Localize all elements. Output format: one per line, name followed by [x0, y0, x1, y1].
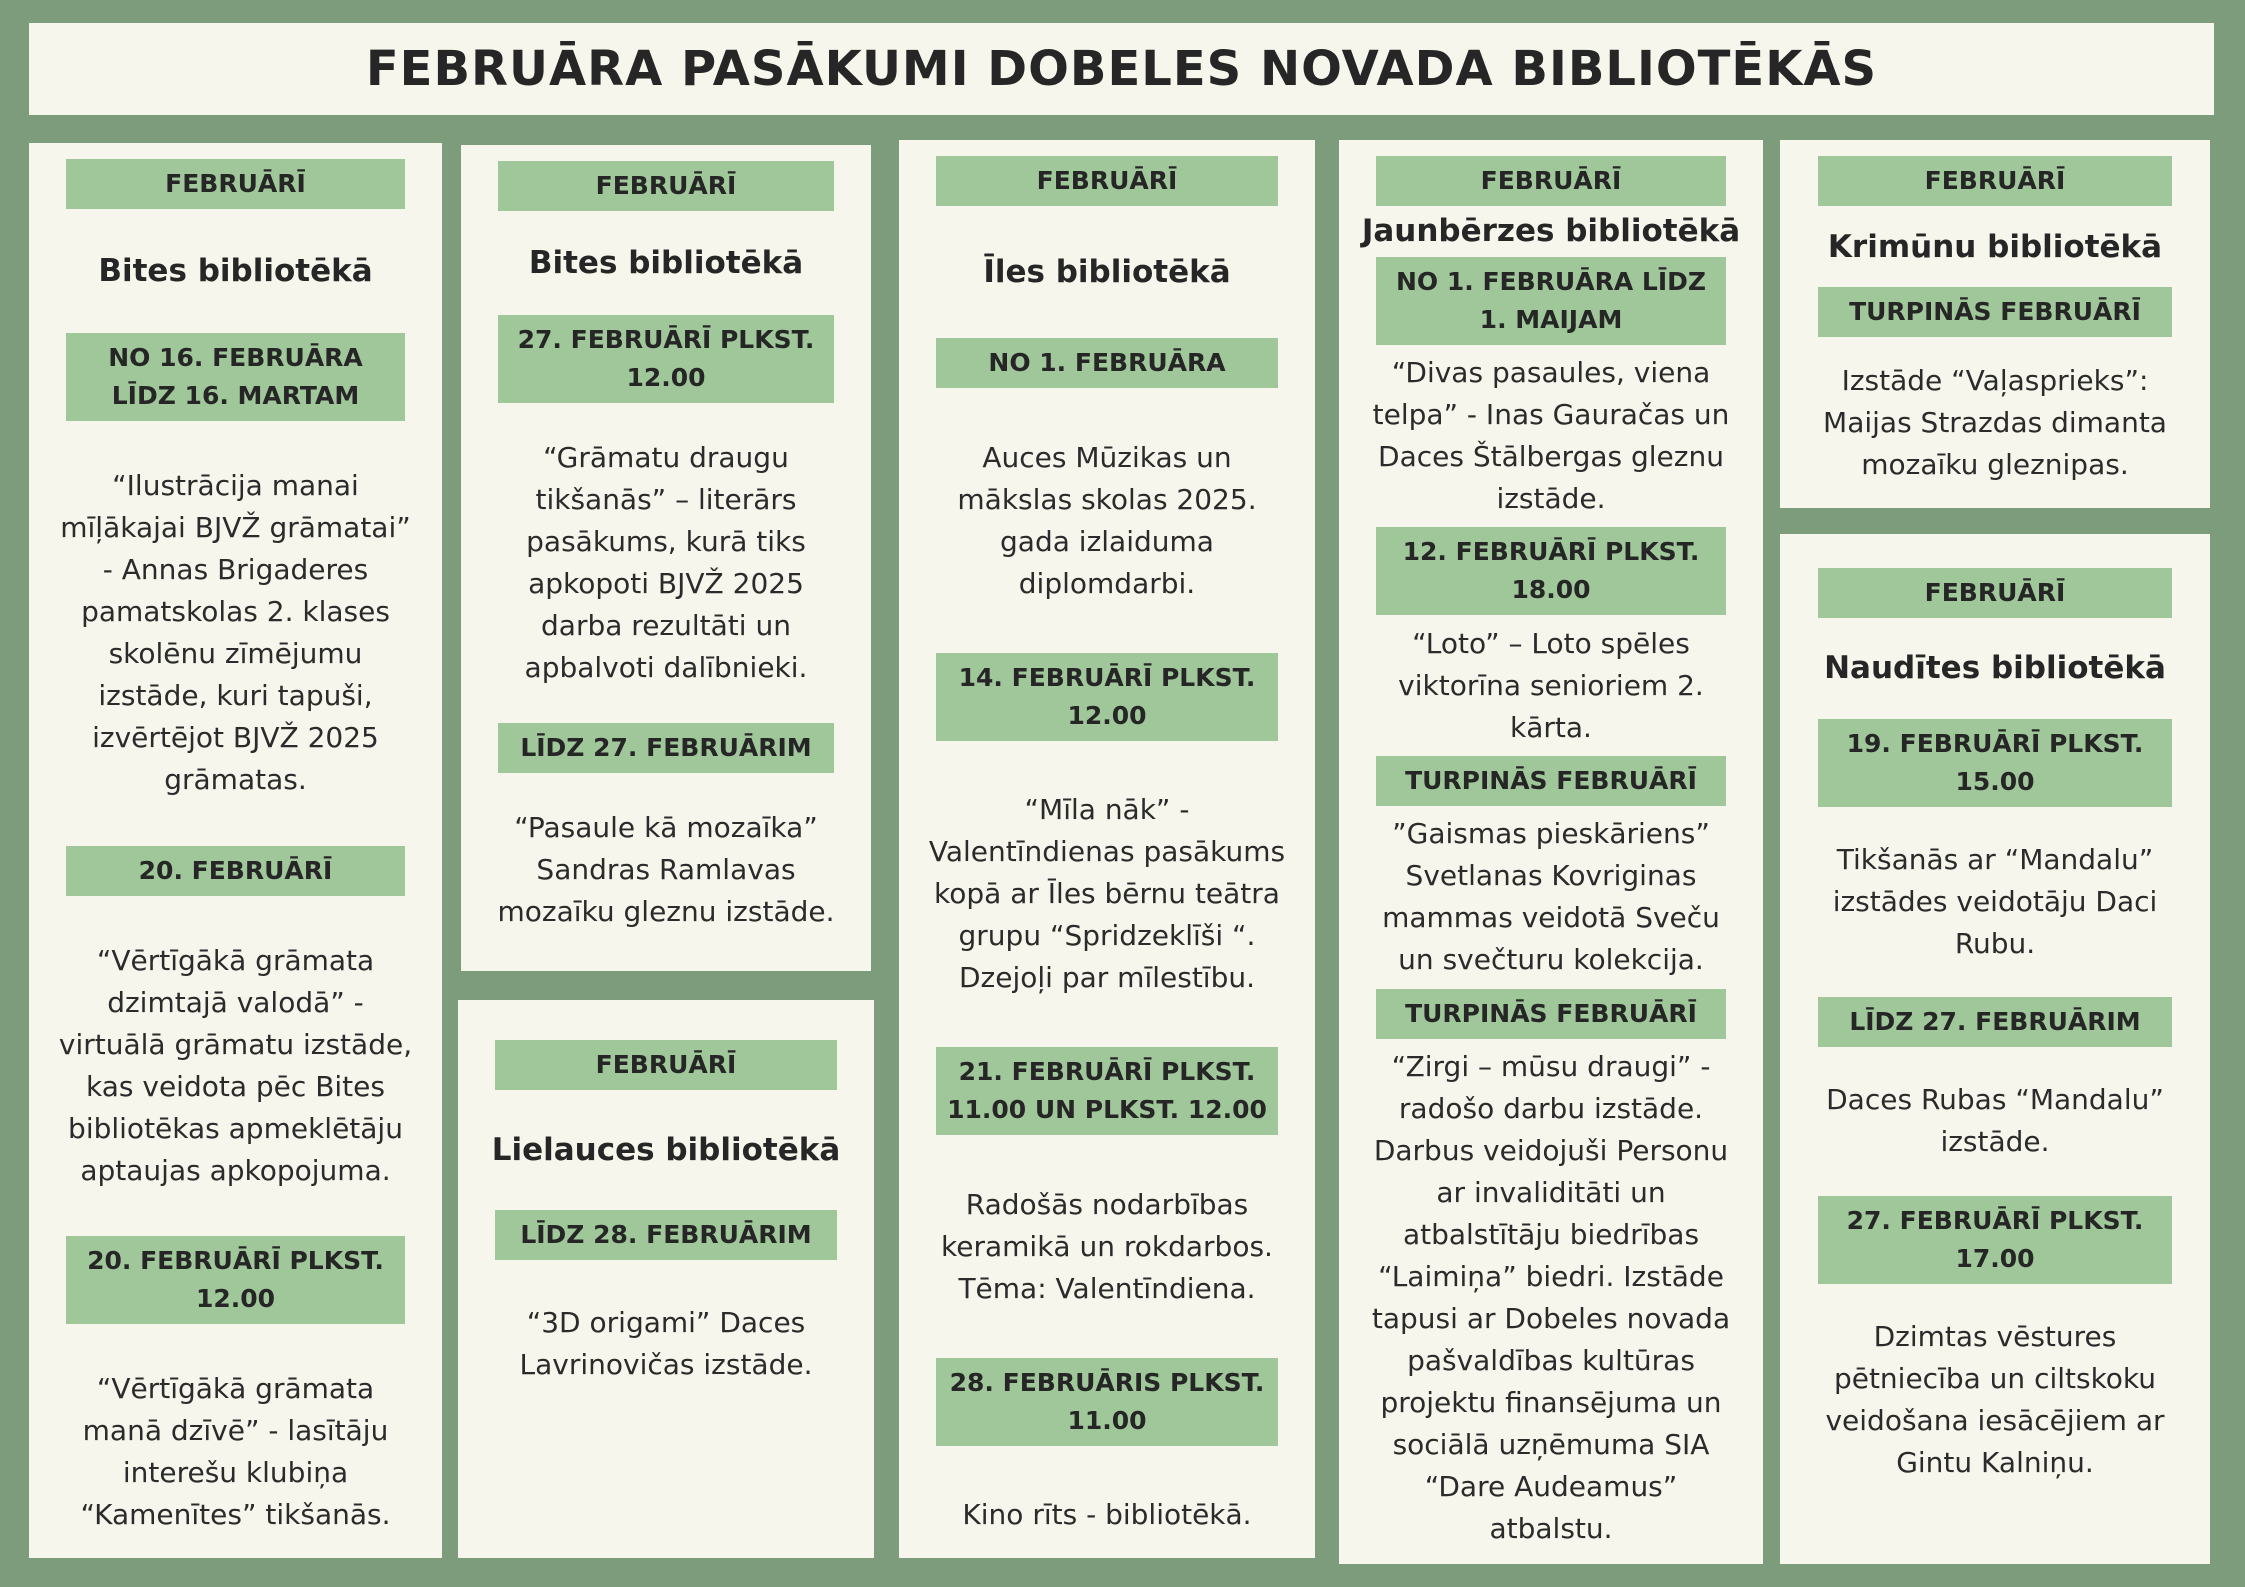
event-description: Dzimtas vēstures pētniecība un ciltskoku… — [1825, 1319, 2165, 1479]
date-badge: LĪDZ 27. FEBRUĀRIM — [497, 723, 835, 773]
event-description: “Loto” – Loto spēles viktorīna senioriem… — [1398, 626, 1704, 744]
date-badge: FEBRUĀRĪ — [497, 161, 835, 211]
panel-bite-1: FEBRUĀRĪ Bites bibliotēkā NO 16. FEBRUĀRA … — [29, 143, 442, 1558]
date-badge: 27. FEBRUĀRĪ PLKST. 17.00 — [1817, 1195, 2173, 1284]
panel-lielauce: FEBRUĀRĪ Lielauces bibliotēkā LĪDZ 28. FEB… — [458, 1000, 874, 1558]
date-badge: LĪDZ 28. FEBRUĀRIM — [495, 1210, 837, 1260]
date-badge: FEBRUĀRĪ — [65, 159, 406, 209]
page-title: FEBRUĀRA PASĀKUMI DOBELES NOVADA BIBLIOT… — [29, 23, 2214, 115]
date-badge: 20. FEBRUĀRĪ PLKST. 12.00 — [65, 1235, 406, 1324]
panel-naudite: FEBRUĀRĪ Naudītes bibliotēkā 19. FEBRUĀRĪ … — [1780, 534, 2210, 1564]
event-description: “Vērtīgākā grāmata manā dzīvē” - lasītāj… — [80, 1371, 391, 1531]
date-badge: NO 1. FEBRUĀRA LĪDZ 1. MAIJAM — [1376, 256, 1726, 345]
date-badge: 20. FEBRUĀRĪ — [65, 845, 406, 896]
library-heading: Īles bibliotēkā — [983, 254, 1231, 291]
date-badge: 21. FEBRUĀRĪ PLKST. 11.00 UN PLKST. 12.0… — [936, 1047, 1278, 1136]
event-description: Auces Mūzikas un mākslas skolas 2025. ga… — [957, 440, 1257, 600]
date-badge: FEBRUĀRĪ — [936, 156, 1278, 206]
library-heading: Krimūnu bibliotēkā — [1827, 228, 2163, 265]
event-description: “Ilustrācija manai mīļākajai BJVŽ grāmat… — [60, 469, 411, 797]
event-description: Radošās nodarbības keramikā un rokdarbos… — [941, 1187, 1273, 1305]
library-heading: Naudītes bibliotēkā — [1824, 650, 2166, 687]
panel-iles: FEBRUĀRĪ Īles bibliotēkā NO 1. FEBRUĀRA Auc… — [899, 140, 1315, 1558]
panel-krimuni: FEBRUĀRĪ Krimūnu bibliotēkā TURPINĀS FEBRU… — [1780, 140, 2210, 508]
library-heading: Bites bibliotēkā — [528, 245, 804, 281]
date-badge: NO 16. FEBRUĀRA LĪDZ 16. MARTAM — [65, 333, 406, 422]
event-description: “Pasaule kā mozaīka” Sandras Ramlavas mo… — [497, 811, 835, 928]
library-heading: Lielauces bibliotēkā — [491, 1132, 841, 1168]
date-badge: FEBRUĀRĪ — [1817, 156, 2173, 206]
date-badge: LĪDZ 27. FEBRUĀRIM — [1817, 997, 2173, 1048]
event-description: Kino rīts - bibliotēkā. — [962, 1497, 1252, 1531]
library-heading: Bites bibliotēkā — [98, 253, 373, 290]
event-description: “3D origami” Daces Lavrinovičas izstāde. — [519, 1306, 813, 1381]
date-badge: FEBRUĀRĪ — [495, 1040, 837, 1090]
panel-jaunberze: FEBRUĀRĪ Jaunbērzes bibliotēkā NO 1. FEBRU… — [1339, 140, 1763, 1564]
panel-bite-2: FEBRUĀRĪ Bites bibliotēkā 27. FEBRUĀRĪ PLK… — [461, 145, 871, 971]
event-description: “Vērtīgākā grāmata dzimtajā valodā” - vi… — [58, 943, 413, 1187]
event-description: “Divas pasaules, viena telpa” - Inas Gau… — [1372, 355, 1730, 515]
date-badge: 27. FEBRUĀRĪ PLKST. 12.00 — [497, 315, 835, 403]
date-badge: 19. FEBRUĀRĪ PLKST. 15.00 — [1817, 718, 2173, 807]
event-description: Tikšanās ar “Mandalu” izstādes veidotāju… — [1832, 842, 2158, 960]
event-description: ”Gaismas pieskāriens” Svetlanas Kovrigin… — [1382, 817, 1720, 977]
event-description: “Zirgi – mūsu draugi” - radošo darbu izs… — [1371, 1049, 1731, 1545]
date-badge: FEBRUĀRĪ — [1817, 568, 2173, 618]
date-badge: 12. FEBRUĀRĪ PLKST. 18.00 — [1376, 527, 1726, 616]
date-badge: FEBRUĀRĪ — [1376, 156, 1726, 206]
date-badge: NO 1. FEBRUĀRA — [936, 338, 1278, 389]
date-badge: TURPINĀS FEBRUĀRĪ — [1376, 988, 1726, 1039]
date-badge: TURPINĀS FEBRUĀRĪ — [1376, 755, 1726, 806]
date-badge: TURPINĀS FEBRUĀRĪ — [1817, 287, 2173, 338]
event-description: Daces Rubas “Mandalu” izstāde. — [1826, 1083, 2164, 1159]
event-description: “Mīla nāk” - Valentīndienas pasākums kop… — [928, 793, 1286, 995]
event-description: Izstāde “Vaļasprieks”: Maijas Strazdas d… — [1823, 363, 2167, 481]
date-badge: 28. FEBRUĀRIS PLKST. 11.00 — [936, 1357, 1278, 1446]
date-badge: 14. FEBRUĀRĪ PLKST. 12.00 — [936, 652, 1278, 741]
event-description: “Grāmatu draugu tikšanās” – literārs pas… — [524, 441, 808, 684]
library-heading: Jaunbērzes bibliotēkā — [1361, 213, 1741, 250]
